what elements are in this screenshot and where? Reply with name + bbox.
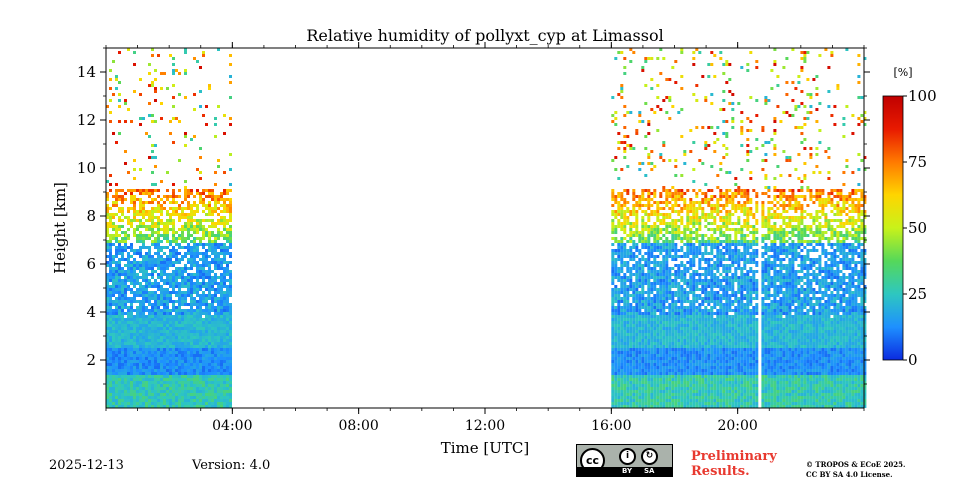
y-tick-label: 2 <box>86 351 96 369</box>
y-axis: 2 4 6 8 10 12 14 <box>77 47 870 385</box>
copyright-notice: © TROPOS & ECoE 2025. CC BY SA 4.0 Licen… <box>806 460 905 480</box>
heatmap-area <box>106 48 867 408</box>
share-alike-icon: ↻ <box>641 448 658 465</box>
license-by-label: BY <box>622 467 633 475</box>
colorbar <box>882 95 904 361</box>
license-badge[interactable]: cc i ↻ BY SA <box>576 444 673 477</box>
preliminary-line-2: Results. <box>691 464 750 479</box>
colorbar-tick-label: 50 <box>908 219 927 237</box>
colorbar-tick-label: 75 <box>908 153 927 171</box>
x-tick-label: 16:00 <box>591 418 631 434</box>
y-tick-label: 4 <box>86 303 96 321</box>
copyright-line-1: © TROPOS & ECoE 2025. <box>806 460 906 469</box>
preliminary-line-1: Preliminary <box>691 449 777 464</box>
license-badge-bar <box>577 467 672 476</box>
y-tick-label: 8 <box>86 207 96 225</box>
attribution-icon: i <box>619 448 636 465</box>
y-tick-label: 10 <box>77 159 96 177</box>
preliminary-notice: Preliminary Results. <box>691 449 777 479</box>
footer-version: Version: 4.0 <box>192 458 271 473</box>
x-tick-label: 12:00 <box>465 418 505 434</box>
copyright-line-2: CC BY SA 4.0 License. <box>806 470 893 479</box>
x-tick-label: 08:00 <box>338 418 378 434</box>
x-axis: 04:00 08:00 12:00 16:00 20:00 <box>105 42 865 434</box>
heatmap-segment <box>761 48 867 408</box>
y-tick-label: 6 <box>86 255 96 273</box>
x-tick-label: 20:00 <box>717 418 757 434</box>
colorbar-tick-label: 25 <box>908 285 927 303</box>
x-axis-label: Time [UTC] <box>441 439 530 457</box>
heatmap-segment <box>106 48 232 408</box>
y-tick-label: 12 <box>77 111 96 129</box>
chart-title: Relative humidity of pollyxt_cyp at Lima… <box>306 26 663 45</box>
license-sa-label: SA <box>644 467 655 475</box>
colorbar-tick-label: 0 <box>908 351 918 369</box>
colorbar-unit: [%] <box>893 66 912 79</box>
x-tick-label: 04:00 <box>212 418 252 434</box>
colorbar-tick-label: 100 <box>908 87 937 105</box>
heatmap-segment <box>611 48 759 408</box>
y-tick-label: 14 <box>77 63 96 81</box>
colorbar-ticks: 0 25 50 75 100 <box>903 87 937 369</box>
footer-date: 2025-12-13 <box>49 458 124 473</box>
y-axis-label: Height [km] <box>51 182 69 274</box>
